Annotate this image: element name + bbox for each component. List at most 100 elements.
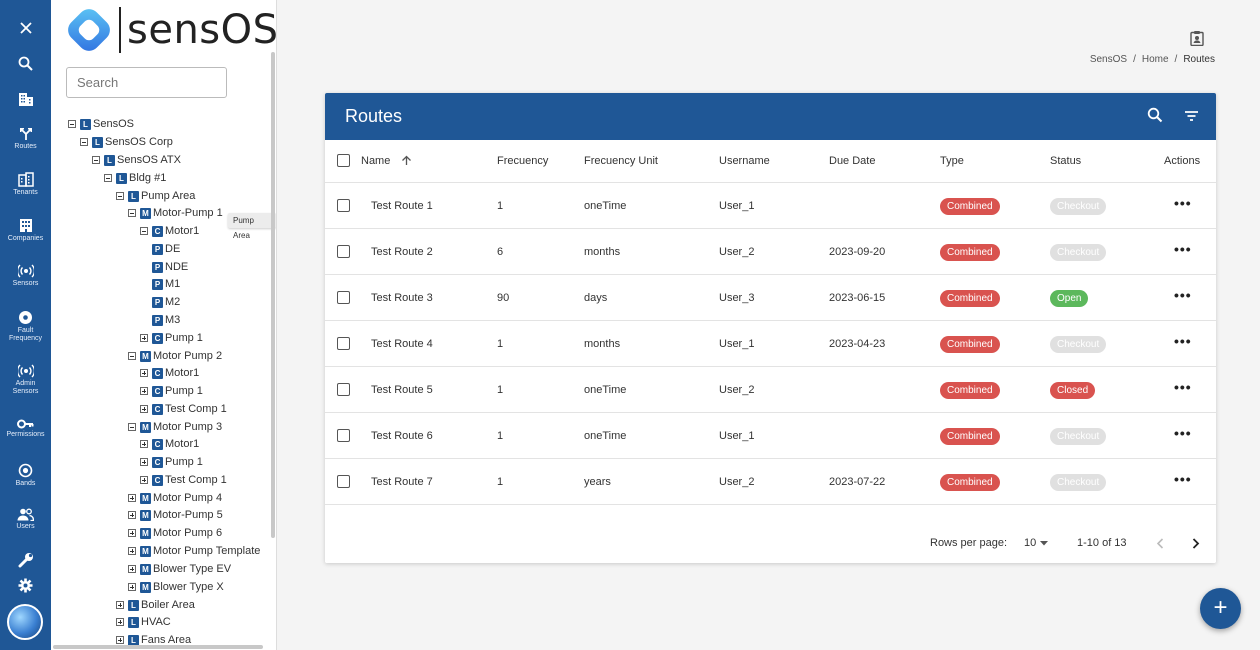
route-name[interactable]: Test Route 3 xyxy=(371,292,433,304)
tree-node[interactable]: P M2 xyxy=(152,294,180,310)
tree-node[interactable]: C Pump 1 xyxy=(140,454,203,470)
collapse-icon[interactable] xyxy=(104,174,112,182)
expand-icon[interactable] xyxy=(128,565,136,573)
rows-per-page-select[interactable]: 10 xyxy=(1024,537,1037,549)
collapse-icon[interactable] xyxy=(140,227,148,235)
tree-node[interactable]: L SensOS xyxy=(68,116,134,132)
row-actions-more-icon[interactable]: ••• xyxy=(1174,287,1192,303)
select-all-checkbox[interactable] xyxy=(337,154,350,167)
search-icon[interactable] xyxy=(1147,107,1163,123)
expand-icon[interactable] xyxy=(140,405,148,413)
row-checkbox[interactable] xyxy=(337,337,350,350)
row-actions-more-icon[interactable]: ••• xyxy=(1174,471,1192,487)
tree-node[interactable]: L Boiler Area xyxy=(116,597,195,613)
arrow-up-sort-icon[interactable] xyxy=(401,155,412,166)
column-header-frecuency-unit[interactable]: Frecuency Unit xyxy=(584,155,658,167)
rail-tools-button[interactable] xyxy=(0,552,51,568)
row-checkbox[interactable] xyxy=(337,199,350,212)
app-logo-avatar[interactable] xyxy=(7,604,43,640)
table-row[interactable]: Test Route 3 90 days User_3 2023-06-15 Combin… xyxy=(325,275,1216,321)
tree-node[interactable]: L HVAC xyxy=(116,614,171,630)
route-name[interactable]: Test Route 7 xyxy=(371,476,433,488)
row-actions-more-icon[interactable]: ••• xyxy=(1174,333,1192,349)
tree-node[interactable]: C Motor1 xyxy=(140,223,199,239)
rail-buildings-button[interactable] xyxy=(0,92,51,107)
tree-node[interactable]: M Motor-Pump 5 xyxy=(128,507,223,523)
expand-icon[interactable] xyxy=(128,529,136,537)
collapse-icon[interactable] xyxy=(68,120,76,128)
tree-node[interactable]: M Blower Type X xyxy=(128,579,224,595)
tree-scrollbar-horizontal[interactable] xyxy=(53,645,263,649)
tree-node[interactable]: L Pump Area xyxy=(116,188,195,204)
tree-node[interactable]: C Motor1 xyxy=(140,365,199,381)
table-row[interactable]: Test Route 1 1 oneTime User_1 Combined Checko… xyxy=(325,183,1216,229)
rail-routes-button[interactable]: Routes xyxy=(0,127,51,151)
breadcrumb-home[interactable]: Home xyxy=(1141,54,1169,65)
chevron-right-icon[interactable] xyxy=(1192,538,1200,549)
tree-node[interactable]: P NDE xyxy=(152,259,188,275)
tree-node[interactable]: C Pump 1 xyxy=(140,330,203,346)
rail-settings-button[interactable] xyxy=(0,578,51,593)
expand-icon[interactable] xyxy=(128,494,136,502)
tree-node[interactable]: M Motor Pump 2 xyxy=(128,348,222,364)
rail-sensors-button[interactable]: Sensors xyxy=(0,264,51,288)
rail-permissions-button[interactable]: Permissions xyxy=(0,419,51,439)
tree-node[interactable]: M Motor Pump 4 xyxy=(128,490,222,506)
tree-node[interactable]: P M1 xyxy=(152,276,180,292)
table-row[interactable]: Test Route 7 1 years User_2 2023-07-22 Combin… xyxy=(325,459,1216,505)
table-row[interactable]: Test Route 4 1 months User_1 2023-04-23 Combi… xyxy=(325,321,1216,367)
tree-node[interactable]: P DE xyxy=(152,241,180,257)
expand-icon[interactable] xyxy=(116,601,124,609)
tree-node[interactable]: M Motor Pump 6 xyxy=(128,525,222,541)
rail-companies-button[interactable]: Companies xyxy=(0,218,51,243)
tree-node[interactable]: C Test Comp 1 xyxy=(140,472,227,488)
rail-admin-sensors-button[interactable]: Admin Sensors xyxy=(0,364,51,396)
chevron-left-icon[interactable] xyxy=(1156,538,1164,549)
row-checkbox[interactable] xyxy=(337,429,350,442)
clipboard-icon[interactable] xyxy=(1189,30,1205,46)
row-checkbox[interactable] xyxy=(337,291,350,304)
row-checkbox[interactable] xyxy=(337,383,350,396)
rail-tenants-button[interactable]: Tenants xyxy=(0,172,51,197)
tree-node[interactable]: M Motor Pump 3 xyxy=(128,419,222,435)
tree-node[interactable]: M Motor-Pump 1 xyxy=(128,205,223,221)
table-row[interactable]: Test Route 2 6 months User_2 2023-09-20 Combi… xyxy=(325,229,1216,275)
column-header-status[interactable]: Status xyxy=(1050,155,1082,167)
expand-icon[interactable] xyxy=(116,618,124,626)
row-checkbox[interactable] xyxy=(337,475,350,488)
column-header-type[interactable]: Type xyxy=(940,155,964,167)
column-header-due-date[interactable]: Due Date xyxy=(829,155,876,167)
route-name[interactable]: Test Route 1 xyxy=(371,200,433,212)
rail-search-button[interactable] xyxy=(0,56,51,71)
collapse-icon[interactable] xyxy=(128,352,136,360)
caret-down-icon[interactable] xyxy=(1040,541,1048,546)
expand-icon[interactable] xyxy=(140,476,148,484)
close-menu-button[interactable] xyxy=(0,21,51,35)
expand-icon[interactable] xyxy=(140,440,148,448)
column-header-username[interactable]: Username xyxy=(719,155,770,167)
collapse-icon[interactable] xyxy=(116,192,124,200)
expand-icon[interactable] xyxy=(128,511,136,519)
row-actions-more-icon[interactable]: ••• xyxy=(1174,379,1192,395)
collapse-icon[interactable] xyxy=(80,138,88,146)
route-name[interactable]: Test Route 2 xyxy=(371,246,433,258)
tree-scrollbar-vertical[interactable] xyxy=(271,52,275,538)
rail-bands-button[interactable]: Bands xyxy=(0,463,51,488)
route-name[interactable]: Test Route 4 xyxy=(371,338,433,350)
column-header-frecuency[interactable]: Frecuency xyxy=(497,155,549,167)
row-checkbox[interactable] xyxy=(337,245,350,258)
route-name[interactable]: Test Route 6 xyxy=(371,430,433,442)
row-actions-more-icon[interactable]: ••• xyxy=(1174,241,1192,257)
tree-node[interactable]: M Motor Pump Template xyxy=(128,543,260,559)
row-actions-more-icon[interactable]: ••• xyxy=(1174,425,1192,441)
route-name[interactable]: Test Route 5 xyxy=(371,384,433,396)
add-route-button[interactable]: + xyxy=(1200,588,1241,629)
expand-icon[interactable] xyxy=(128,583,136,591)
row-actions-more-icon[interactable]: ••• xyxy=(1174,195,1192,211)
collapse-icon[interactable] xyxy=(128,423,136,431)
tree-node[interactable]: P M3 xyxy=(152,312,180,328)
table-row[interactable]: Test Route 5 1 oneTime User_2 Combined Closed… xyxy=(325,367,1216,413)
rail-fault-frequency-button[interactable]: Fault Frequency xyxy=(0,310,51,343)
expand-icon[interactable] xyxy=(140,458,148,466)
tree-node[interactable]: C Pump 1 xyxy=(140,383,203,399)
